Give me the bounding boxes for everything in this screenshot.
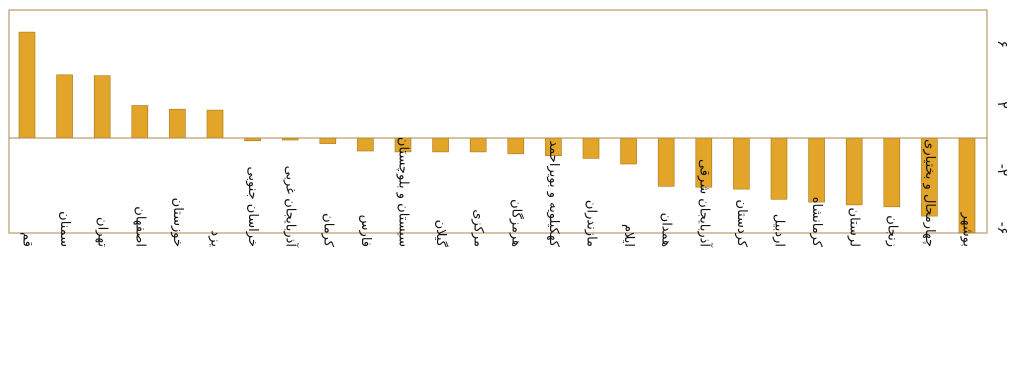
bar (93, 75, 111, 139)
bar (319, 137, 337, 144)
x-axis-labels: قم سمنان تهران اصفهان خوزستان یزد خراسان جنوبی… (20, 137, 975, 248)
bar (18, 31, 36, 139)
bar (657, 137, 675, 187)
category-label: همدان (659, 213, 674, 247)
category-label: اصفهان (132, 206, 147, 247)
bar (808, 137, 825, 203)
y-tick-label: ۶ (994, 40, 1010, 48)
category-label: زنجان (884, 215, 899, 247)
category-label: بوشهر (960, 212, 975, 247)
category-label: هرمزگان (508, 199, 524, 247)
category-label: کرمان (320, 213, 335, 248)
category-label: تهران (95, 217, 110, 247)
category-label: لرستان (847, 208, 862, 247)
category-label: قم (20, 232, 35, 247)
bar (169, 108, 186, 139)
y-axis: ۶ ۲ -۲ -۶ (994, 40, 1010, 234)
category-label: مازندران (584, 200, 599, 247)
bar (56, 74, 73, 139)
bar (620, 137, 637, 165)
y-tick-label: ۲ (994, 101, 1010, 109)
category-label: خوزستان (170, 198, 185, 247)
category-label: کهکیلویه و بویراحمد (546, 140, 561, 247)
category-label: کرمانشاه (809, 197, 824, 248)
bar (883, 137, 901, 208)
bar (770, 137, 788, 200)
category-label: ایلام (621, 224, 636, 247)
category-label: فارس (358, 215, 373, 247)
bar (733, 137, 750, 190)
bar (507, 137, 525, 155)
category-label: گیلان (433, 220, 449, 248)
category-label: سمنان (57, 211, 72, 247)
bar (432, 137, 449, 153)
y-tick-label: -۲ (994, 164, 1010, 177)
category-label: آذربایجان غربی (283, 166, 300, 249)
bars-group (18, 31, 976, 234)
category-label: چهارمحال و بختیاری (922, 139, 937, 247)
category-label: کردستان (734, 200, 749, 248)
bar (845, 137, 863, 206)
bar (357, 137, 374, 152)
plot-frame (8, 9, 988, 234)
bar (131, 105, 149, 139)
category-label: سیستان و بلوچستان (396, 137, 411, 247)
category-label: خراسان جنوبی (245, 167, 260, 247)
category-label: مرکزی (471, 209, 486, 247)
bar (582, 137, 600, 159)
category-label: اردبیل (772, 214, 787, 247)
y-tick-label: -۶ (994, 222, 1010, 235)
category-label: یزد (208, 230, 223, 247)
category-label: آذربایجان شرقی (696, 159, 713, 248)
bar (469, 137, 487, 153)
bar (206, 109, 224, 139)
